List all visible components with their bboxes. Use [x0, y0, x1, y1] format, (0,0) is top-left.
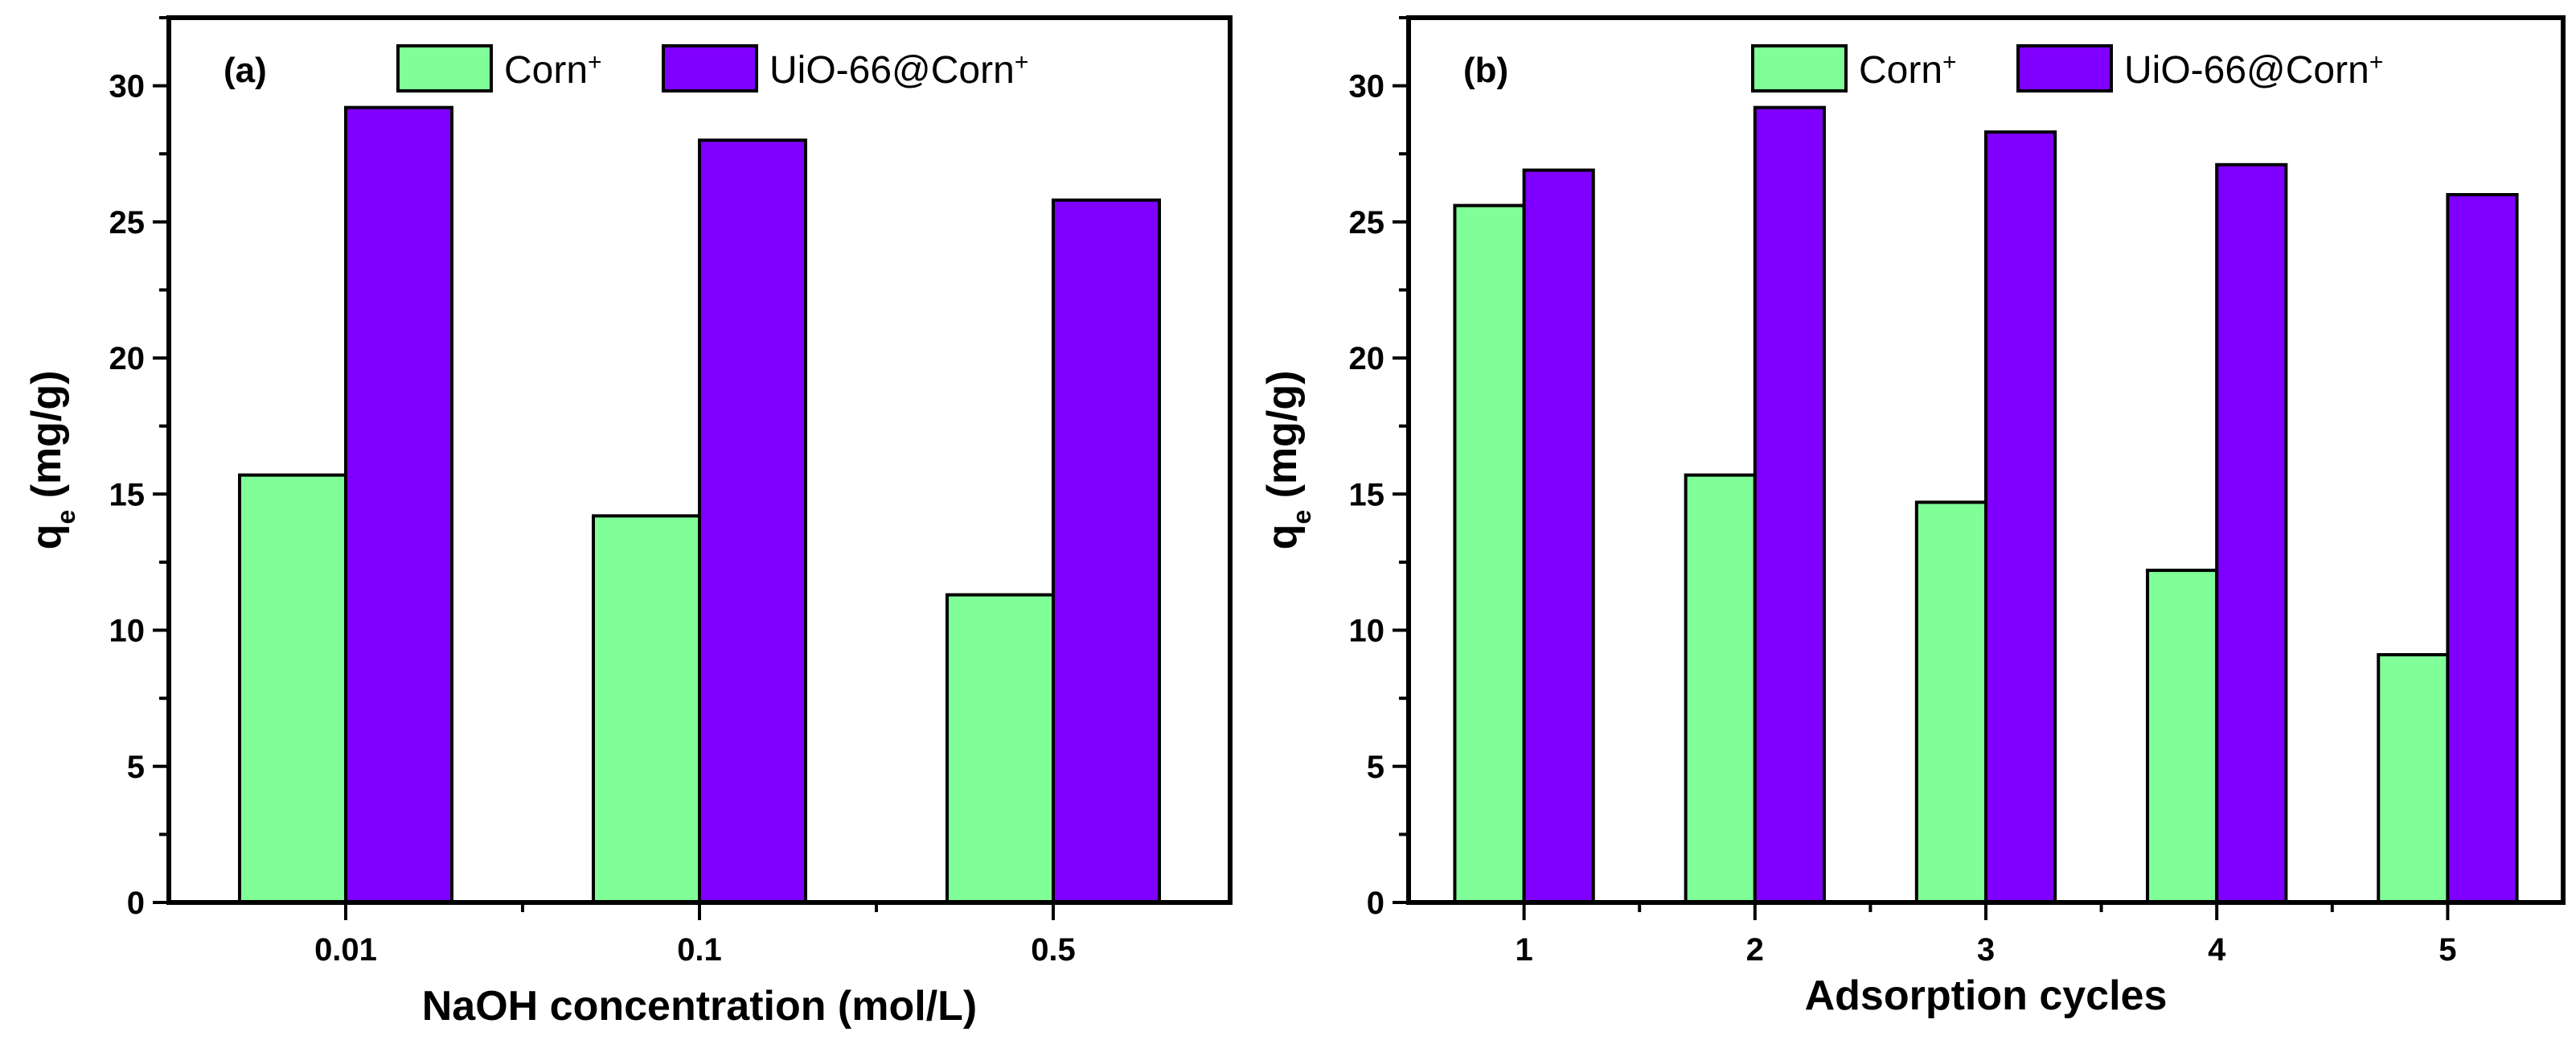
- x-tick-label: 2: [1746, 932, 1764, 968]
- bar-corn-0.5: Corn+: 11.3: [945, 593, 1055, 904]
- x-tick-label: 0.5: [1031, 932, 1076, 968]
- legend-label-corn: Corn+: [1859, 49, 1957, 92]
- y-axis-title: qe (mg/g): [23, 371, 80, 550]
- y-tick-label: 10: [109, 614, 146, 649]
- legend-label-uio66-corn: UiO-66@Corn+: [2124, 49, 2383, 92]
- y-axis-title: qe (mg/g): [1259, 371, 1316, 550]
- x-tick-label: 1: [1515, 932, 1532, 968]
- panel-label: (a): [224, 51, 267, 90]
- x-tick-label: 0.1: [677, 932, 722, 968]
- legend-label-uio66-corn: UiO-66@Corn+: [769, 49, 1028, 92]
- y-axis-title-subscript: e: [1287, 510, 1316, 524]
- legend-label-superscript: +: [1015, 49, 1029, 76]
- legend-swatch-corn: [1751, 44, 1848, 92]
- legend-swatch-uio66-corn: [662, 44, 758, 92]
- bar-corn-4: Corn+: 12.2: [2146, 569, 2219, 904]
- y-axis-title-main: q: [1259, 524, 1306, 550]
- bar-uio66-corn-2: UiO-66@Corn+: 29.2: [1753, 105, 1826, 904]
- plot-frame: [166, 15, 1233, 905]
- bar-uio66-corn-1: UiO-66@Corn+: 26.9: [1522, 168, 1595, 905]
- chart-panel-b: Corn+: 25.6 Corn+: 15.7 Corn+: 14.7 Corn+: …: [1259, 15, 2566, 1019]
- bar-corn-0.1: Corn+: 14.2: [592, 514, 701, 905]
- bar-uio66-corn-4: UiO-66@Corn+: 27.1: [2215, 162, 2288, 904]
- legend-label-superscript: +: [588, 49, 602, 76]
- legend-label-text: Corn: [1859, 49, 1942, 92]
- bar-uio66-corn-5: UiO-66@Corn+: 26: [2446, 193, 2519, 904]
- panel-label: (b): [1463, 51, 1508, 90]
- bar-corn-1: Corn+: 25.6: [1453, 203, 1526, 905]
- bar-corn-3: Corn+: 14.7: [1914, 500, 1988, 904]
- bar-uio66-corn-0.5: UiO-66@Corn+: 25.8: [1052, 198, 1161, 904]
- y-tick-label: 20: [109, 341, 146, 376]
- y-tick-label: 5: [127, 750, 145, 785]
- x-tick-label: 3: [1977, 932, 1995, 968]
- y-tick-label: 30: [109, 69, 146, 105]
- x-axis-title: NaOH concentration (mol/L): [422, 983, 977, 1030]
- legend-label-superscript: +: [2369, 49, 2384, 76]
- y-tick-label: 15: [1349, 477, 1385, 512]
- y-tick-label: 10: [1349, 614, 1385, 649]
- y-axis-title-unit: (mg/g): [23, 371, 70, 510]
- x-tick-label: 4: [2208, 932, 2226, 968]
- legend-label-text: UiO-66@Corn: [769, 49, 1015, 92]
- x-tick-label: 0.01: [314, 932, 377, 968]
- legend-label-superscript: +: [1942, 49, 1957, 76]
- bar-corn-5: Corn+: 9.1: [2377, 653, 2450, 904]
- y-tick-label: 15: [109, 477, 146, 512]
- y-axis-title-subscript: e: [51, 510, 80, 524]
- legend-label-text: UiO-66@Corn: [2124, 49, 2369, 92]
- y-tick-label: 25: [109, 205, 146, 240]
- y-tick-label: 25: [1349, 205, 1385, 240]
- bar-uio66-corn-0.1: UiO-66@Corn+: 28: [698, 138, 807, 905]
- y-axis-title-main: q: [23, 524, 70, 550]
- y-tick-label: 5: [1367, 750, 1384, 785]
- y-tick-label: 0: [127, 886, 145, 921]
- legend-label-text: Corn: [504, 49, 588, 92]
- chart-panel-a: Corn+: 15.7Corn+: 14.2Corn+: 11.3UiO-66@…: [23, 15, 1233, 1030]
- bar-uio66-corn-0.01: UiO-66@Corn+: 29.2: [344, 105, 453, 904]
- y-tick-label: 20: [1349, 341, 1385, 376]
- x-axis-title: Adsorption cycles: [1805, 972, 2168, 1019]
- x-tick-label: 5: [2439, 932, 2456, 968]
- bar-corn-0.01: Corn+: 15.7: [238, 473, 347, 904]
- y-axis-title-unit: (mg/g): [1259, 371, 1306, 510]
- bar-uio66-corn-3: UiO-66@Corn+: 28.3: [1984, 130, 2057, 904]
- y-tick-label: 30: [1349, 69, 1385, 105]
- y-tick-label: 0: [1367, 886, 1384, 921]
- plot-frame: [1406, 15, 2566, 905]
- legend-swatch-uio66-corn: [2016, 44, 2113, 92]
- legend-swatch-corn: [396, 44, 493, 92]
- legend-label-corn: Corn+: [504, 49, 602, 92]
- bar-corn-2: Corn+: 15.7: [1684, 473, 1757, 904]
